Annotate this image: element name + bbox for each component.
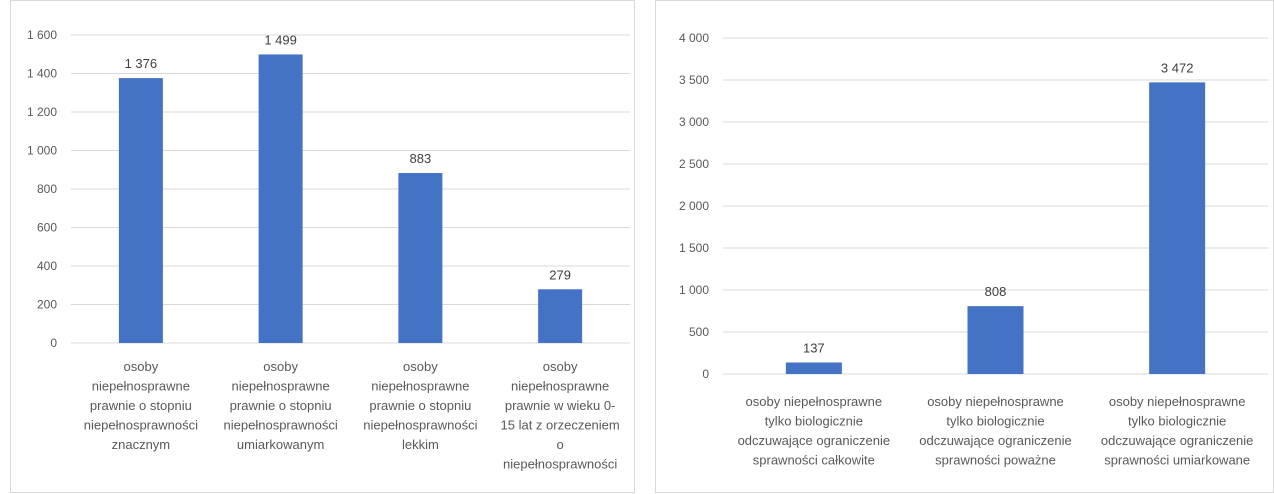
left-category-line: niepełnosprawności	[224, 418, 338, 433]
left-data-label: 883	[410, 151, 432, 166]
right-category-label: osoby niepełnosprawne tylko biologicznie o…	[738, 394, 890, 468]
right-ytick-label: 4 000	[679, 31, 709, 45]
bar-chart-left: 0 200 400 600 800 1 000 1 200 1 400 1 600 1 376 os…	[27, 28, 630, 472]
left-category-line: niepełnosprawne	[371, 379, 469, 394]
left-ytick-label: 1 600	[27, 28, 57, 42]
left-category-line: prawnie o stopniu	[369, 398, 471, 413]
left-bar	[398, 173, 443, 343]
right-category-line: osoby niepełnosprawne	[1109, 394, 1246, 409]
left-category-line: niepełnosprawne	[92, 379, 190, 394]
left-ytick-label: 0	[50, 336, 57, 350]
right-bar	[785, 362, 842, 374]
right-category-line: odczuwające ograniczenie	[919, 433, 1071, 448]
left-category-label: osoby niepełnosprawne prawnie o stopniu nie…	[84, 359, 198, 452]
right-ytick-label: 3 500	[679, 73, 709, 87]
left-category-line: 15 lat z orzeczeniem	[501, 418, 620, 433]
right-bar	[1149, 82, 1206, 375]
right-ytick-label: 1 000	[679, 283, 709, 297]
left-ytick-label: 400	[37, 259, 57, 273]
left-ytick-label: 1 400	[27, 67, 57, 81]
left-category-line: osoby	[403, 359, 438, 374]
left-ytick-label: 200	[37, 298, 57, 312]
left-ytick-label: 1 200	[27, 105, 57, 119]
left-category-label: osoby niepełnosprawne prawnie o stopniu nie…	[363, 359, 477, 452]
right-data-label: 3 472	[1161, 60, 1194, 75]
right-ytick-label: 500	[689, 325, 709, 339]
right-category-line: sprawności umiarkowane	[1104, 453, 1250, 468]
left-data-label: 1 499	[264, 32, 297, 47]
right-ytick-label: 1 500	[679, 241, 709, 255]
left-category-line: prawnie o stopniu	[90, 398, 192, 413]
right-category-label: osoby niepełnosprawne tylko biologicznie o…	[1101, 394, 1253, 468]
chart-panel-right: 0 500 1 000 1 500 2 000 2 500 3 000 3 500 4 000 1…	[655, 0, 1274, 493]
left-category-line: osoby	[543, 359, 578, 374]
left-bar	[538, 289, 583, 343]
left-data-label: 1 376	[125, 56, 158, 71]
left-category-line: znacznym	[112, 437, 171, 452]
left-ytick-label: 600	[37, 221, 57, 235]
left-category-line: niepełnosprawne	[511, 379, 609, 394]
left-category-line: osoby	[263, 359, 298, 374]
right-category-line: sprawności całkowite	[753, 453, 875, 468]
right-category-line: odczuwające ograniczenie	[1101, 433, 1253, 448]
left-category-label: osoby niepełnosprawne prawnie w wieku 0- 15…	[501, 359, 620, 472]
right-category-label: osoby niepełnosprawne tylko biologicznie o…	[919, 394, 1071, 468]
left-category-line: o	[557, 437, 564, 452]
left-category-line: niepełnosprawności	[84, 418, 198, 433]
left-category-line: niepełnosprawności	[503, 457, 617, 472]
left-category-line: lekkim	[402, 437, 439, 452]
left-bar	[118, 78, 163, 344]
right-category-line: odczuwające ograniczenie	[738, 433, 890, 448]
left-category-label: osoby niepełnosprawne prawnie o stopniu nie…	[224, 359, 338, 452]
right-bar	[967, 306, 1024, 374]
right-category-line: sprawności poważne	[935, 453, 1056, 468]
right-data-label: 137	[803, 340, 825, 355]
left-category-line: niepełnosprawności	[363, 418, 477, 433]
right-category-line: osoby niepełnosprawne	[746, 394, 883, 409]
left-data-label: 279	[549, 267, 571, 282]
right-category-line: tylko biologicznie	[765, 414, 863, 429]
left-bar	[258, 54, 303, 343]
right-category-line: tylko biologicznie	[1128, 414, 1226, 429]
left-category-line: niepełnosprawne	[231, 379, 329, 394]
left-category-line: osoby	[124, 359, 159, 374]
bar-chart-right: 0 500 1 000 1 500 2 000 2 500 3 000 3 500 4 000 1…	[679, 31, 1268, 468]
left-ytick-label: 1 000	[27, 144, 57, 158]
chart-panel-left: 0 200 400 600 800 1 000 1 200 1 400 1 600 1 376 os…	[10, 0, 635, 493]
right-ytick-label: 3 000	[679, 115, 709, 129]
right-data-label: 808	[985, 284, 1007, 299]
right-ytick-label: 2 000	[679, 199, 709, 213]
left-category-line: prawnie w wieku 0-	[505, 398, 616, 413]
left-ytick-label: 800	[37, 182, 57, 196]
right-category-line: osoby niepełnosprawne	[927, 394, 1064, 409]
left-category-line: prawnie o stopniu	[230, 398, 332, 413]
right-ytick-label: 0	[702, 367, 709, 381]
right-category-line: tylko biologicznie	[946, 414, 1044, 429]
left-category-line: umiarkowanym	[237, 437, 324, 452]
right-ytick-label: 2 500	[679, 157, 709, 171]
